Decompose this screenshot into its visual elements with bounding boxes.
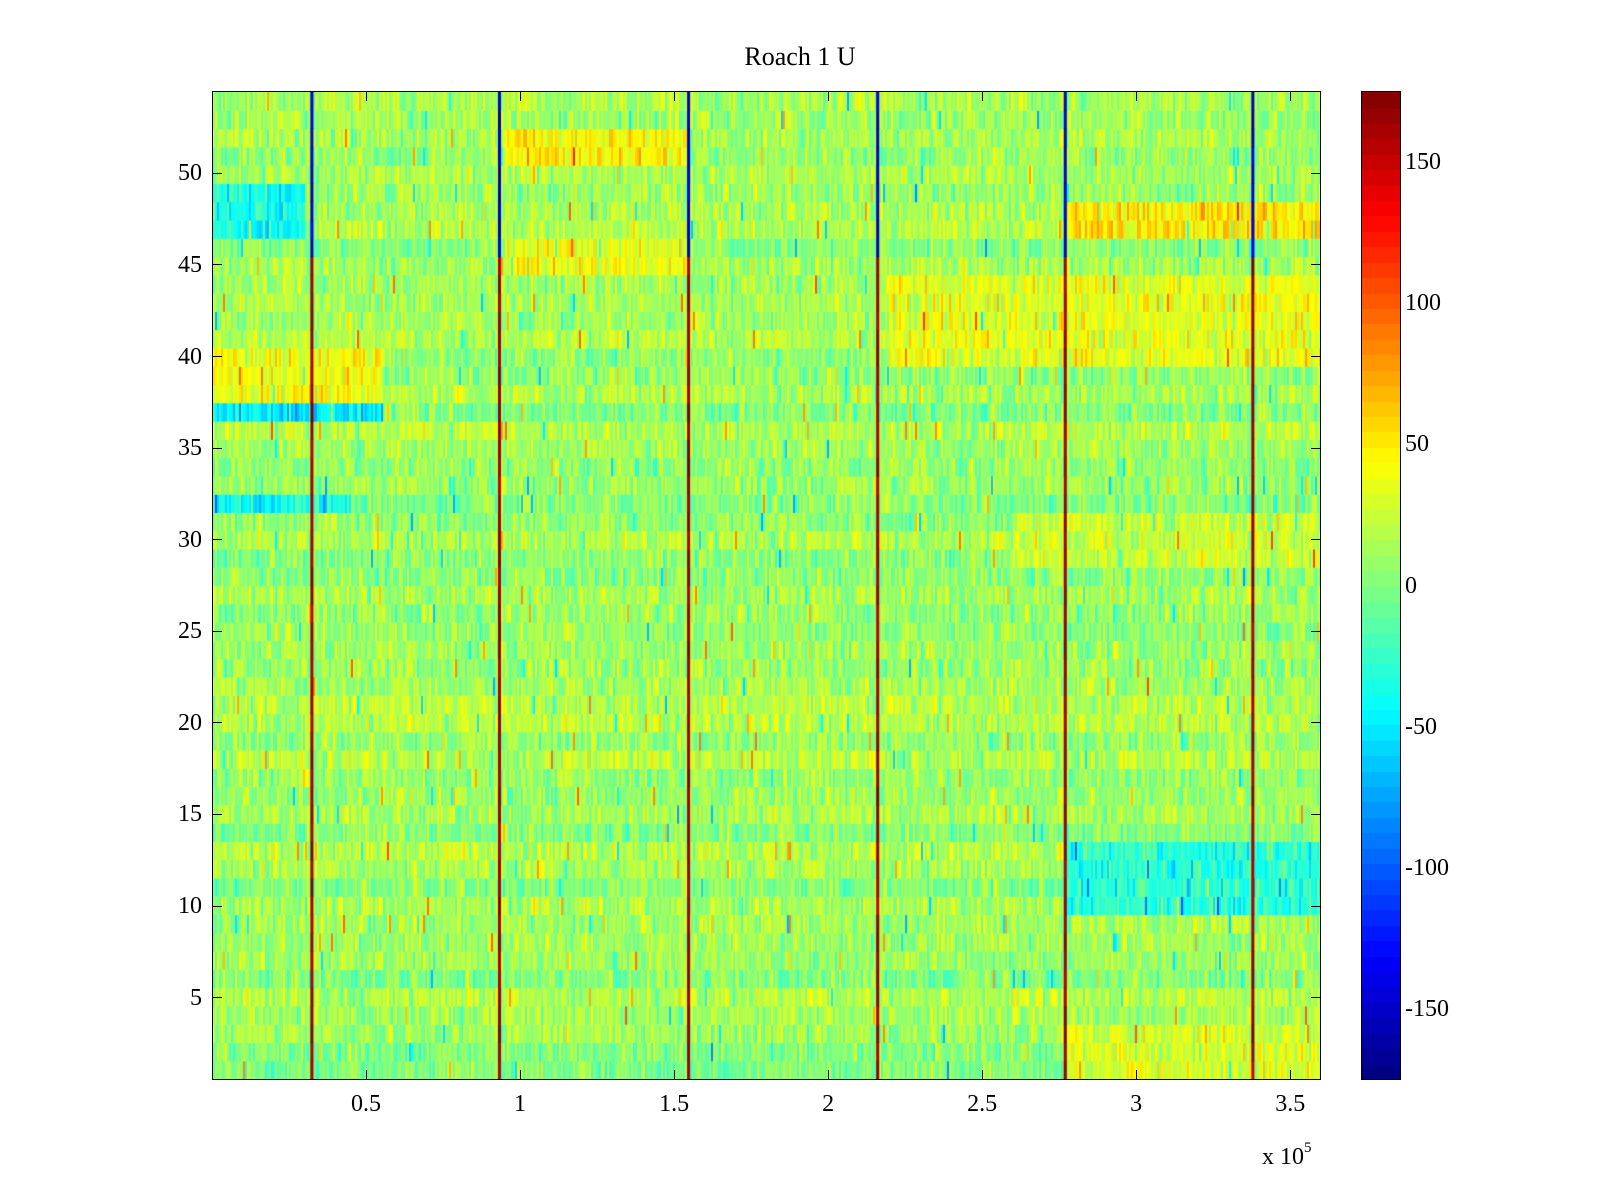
x-tick-top (981, 91, 983, 101)
y-tick-left (212, 997, 222, 999)
x-tick-bottom (981, 1070, 983, 1080)
x-multiplier-base: x 10 (1262, 1144, 1304, 1170)
y-tick-left (212, 539, 222, 541)
y-tick-right (1311, 172, 1321, 174)
y-tick-left (212, 172, 222, 174)
y-tick-label: 15 (178, 801, 202, 828)
x-tick-label: 1.5 (659, 1091, 690, 1117)
colorbar-tick-label: 50 (1405, 431, 1429, 458)
x-tick-top (519, 91, 521, 101)
y-tick-right (1311, 997, 1321, 999)
x-tick-top (1289, 91, 1291, 101)
x-tick-top (1135, 91, 1137, 101)
x-tick-label: 0.5 (351, 1091, 382, 1117)
y-tick-right (1311, 722, 1321, 724)
colorbar (1361, 91, 1401, 1080)
y-tick-left (212, 630, 222, 632)
colorbar-tick-label: 0 (1405, 572, 1417, 599)
colorbar-tick-label: -150 (1405, 996, 1449, 1023)
y-tick-right (1311, 447, 1321, 449)
x-tick-top (365, 91, 367, 101)
colorbar-tick-label: 150 (1405, 148, 1441, 175)
x-axis-multiplier: x 105 (1262, 1140, 1312, 1171)
x-tick-bottom (1135, 1070, 1137, 1080)
y-tick-left (212, 356, 222, 358)
plot-area (212, 91, 1321, 1080)
y-tick-label: 10 (178, 893, 202, 919)
y-tick-right (1311, 356, 1321, 358)
x-tick-label: 1 (514, 1091, 527, 1117)
x-tick-top (827, 91, 829, 101)
y-tick-left (212, 813, 222, 815)
colorbar-tick-label: -100 (1405, 855, 1449, 882)
y-tick-label: 40 (178, 343, 202, 370)
y-tick-label: 25 (178, 618, 202, 645)
y-tick-left (212, 905, 222, 907)
y-tick-label: 20 (178, 709, 202, 736)
y-tick-label: 50 (178, 160, 202, 187)
x-tick-label: 2 (822, 1091, 835, 1117)
colorbar-gradient (1362, 92, 1400, 1079)
colorbar-tick-label: -50 (1405, 713, 1437, 740)
heatmap-image (213, 92, 1320, 1079)
y-tick-label: 5 (190, 984, 202, 1011)
x-tick-top (673, 91, 675, 101)
x-tick-bottom (673, 1070, 675, 1080)
y-tick-right (1311, 264, 1321, 266)
x-tick-bottom (365, 1070, 367, 1080)
x-multiplier-exponent: 5 (1304, 1140, 1312, 1156)
y-tick-left (212, 264, 222, 266)
x-tick-label: 3.5 (1275, 1091, 1306, 1117)
y-tick-label: 35 (178, 435, 202, 462)
y-tick-right (1311, 630, 1321, 632)
y-tick-label: 45 (178, 251, 202, 278)
x-tick-label: 2.5 (967, 1091, 998, 1117)
x-tick-bottom (519, 1070, 521, 1080)
chart-title: Roach 1 U (744, 42, 856, 71)
y-tick-right (1311, 539, 1321, 541)
x-tick-bottom (827, 1070, 829, 1080)
x-tick-label: 3 (1130, 1091, 1143, 1117)
y-tick-right (1311, 905, 1321, 907)
y-tick-left (212, 447, 222, 449)
x-tick-bottom (1289, 1070, 1291, 1080)
y-tick-label: 30 (178, 526, 202, 553)
y-tick-left (212, 722, 222, 724)
colorbar-tick-label: 100 (1405, 289, 1441, 316)
y-tick-right (1311, 813, 1321, 815)
